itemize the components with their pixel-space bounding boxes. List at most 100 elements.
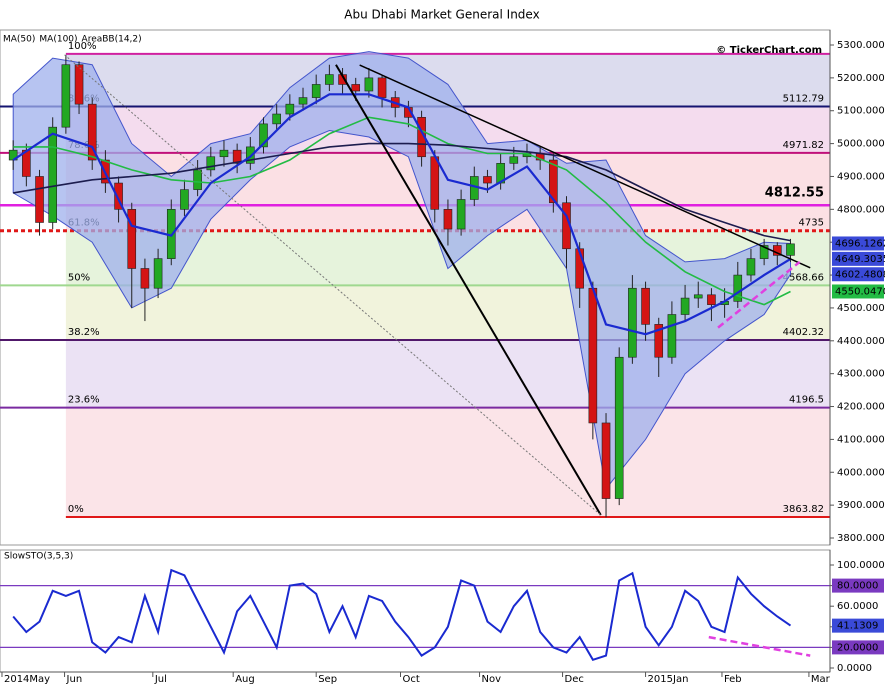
x-tick-label: Dec: [565, 674, 584, 685]
candle-body: [259, 123, 268, 148]
candle-body: [232, 149, 242, 164]
fib-zone: [65, 407, 830, 518]
candle-body: [456, 199, 466, 230]
x-tick-label: Oct: [403, 674, 420, 685]
candle-body: [733, 274, 743, 302]
fib-percent: 23.6%: [68, 395, 100, 406]
fib-value: 4196.5: [789, 395, 824, 406]
candle-body: [246, 146, 255, 164]
x-tick-label: Jun: [66, 674, 83, 685]
candle-body: [680, 297, 690, 315]
last-value-box: [832, 284, 884, 299]
y-tick-label: 4400.0000: [837, 336, 885, 347]
candle-body: [180, 189, 189, 210]
candle-body: [601, 422, 611, 499]
candle-body: [127, 209, 137, 269]
last-value-box: [832, 618, 884, 633]
trendline: [359, 64, 811, 269]
panel-frame: [0, 549, 831, 673]
y-tick-label: 4200.0000: [837, 402, 885, 413]
y-tick-label: 20.0000: [837, 642, 878, 653]
candle-body: [74, 64, 84, 105]
last-value-box: [832, 267, 884, 282]
candle-body: [693, 294, 703, 299]
y-tick-label: 5100.0000: [837, 106, 885, 117]
y-tick-label: 4800.0000: [837, 204, 885, 215]
fib-value: 4735: [799, 218, 824, 229]
candle-body: [707, 294, 716, 305]
y-tick-label: 3900.0000: [837, 500, 885, 511]
x-tick-label: 2014May: [4, 674, 50, 685]
candle-body: [272, 113, 281, 125]
price-panel: 100%88.6%5112.7978.6%4971.8261.8%473550%…: [0, 29, 885, 546]
x-tick-label: Aug: [235, 674, 255, 685]
trendline: [64, 54, 602, 516]
y-tick-label: 4900.0000: [837, 171, 885, 182]
fib-value: 3863.82: [783, 504, 824, 515]
series-line: [12, 93, 792, 336]
candle-body: [746, 258, 756, 276]
x-tick-label: Sep: [318, 674, 337, 685]
candle-body: [549, 159, 558, 204]
candle-body: [140, 268, 150, 289]
series-line: [13, 116, 791, 306]
fib-value: 4402.32: [783, 327, 824, 338]
fib-value: 4568.66: [783, 272, 824, 283]
y-tick-label: 3800.0000: [837, 533, 885, 544]
last-value-label: 4696.1262: [835, 238, 885, 249]
candle-body: [193, 169, 202, 190]
x-tick-label: Jul: [154, 674, 167, 685]
last-value-box: [832, 251, 884, 266]
fib-percent: 38.2%: [68, 327, 100, 338]
candle-body: [509, 156, 519, 164]
chart-title: Abu Dhabi Market General Index: [344, 8, 539, 22]
candle-body: [298, 97, 308, 105]
y-tick-label: 4000.0000: [837, 467, 885, 478]
x-tick-label: Feb: [724, 674, 742, 685]
legend-entry: MA(100): [39, 35, 77, 45]
candle-body: [364, 77, 374, 92]
candle-body: [759, 245, 769, 259]
stochastic-panel: SlowSTO(3,5,3)0.000020.000040.000060.000…: [0, 549, 885, 685]
candle-body: [614, 356, 624, 499]
y-tick-label: 80.0000: [837, 581, 878, 592]
candle-body: [483, 176, 492, 184]
candle-body: [430, 156, 440, 210]
candle-body: [206, 156, 216, 171]
legend-entry: SlowSTO(3,5,3): [4, 552, 73, 562]
candle-body: [311, 84, 321, 98]
fib-value: 5112.79: [783, 94, 824, 105]
trendline: [335, 64, 602, 516]
candle-body: [654, 324, 664, 358]
candle-body: [114, 182, 123, 210]
candle-body: [786, 243, 795, 256]
candle-body: [325, 74, 334, 85]
y-tick-label: 100.0000: [837, 560, 885, 571]
y-tick-label: 4100.0000: [837, 434, 885, 445]
trendline: [717, 260, 801, 329]
candle-body: [285, 103, 295, 115]
candle-body: [628, 287, 637, 358]
level-label: 4812.55: [765, 186, 824, 201]
last-value-box: [832, 236, 884, 251]
candle-body: [48, 126, 57, 223]
fib-value: 4971.82: [783, 140, 824, 151]
fib-percent: 100%: [68, 41, 97, 52]
y-tick-label: 5000.0000: [837, 139, 885, 150]
series-line: [13, 142, 791, 242]
y-tick-label: 5300.0000: [837, 40, 885, 51]
candle-body: [87, 103, 97, 161]
candle-body: [61, 64, 71, 128]
fib-zone: [65, 340, 830, 408]
x-tick-label: Mar: [811, 674, 831, 685]
candle-body: [219, 149, 229, 158]
fib-percent: 0%: [68, 504, 84, 515]
series-line: [12, 568, 792, 661]
watermark: © TickerChart.com: [716, 45, 822, 56]
y-tick-label: 0.0000: [837, 663, 872, 674]
x-tick-label: Nov: [482, 674, 502, 685]
level-box: [832, 640, 884, 655]
candle-body: [153, 258, 163, 289]
y-tick-label: 4300.0000: [837, 369, 885, 380]
